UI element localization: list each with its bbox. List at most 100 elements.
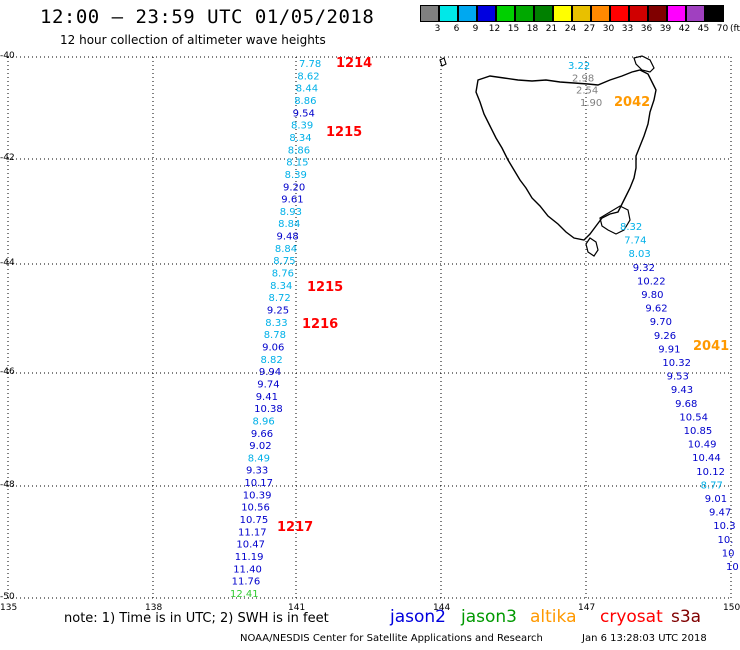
wave-height-west-track: 9.33 — [246, 466, 268, 477]
wave-height-west-track: 8.76 — [272, 269, 294, 280]
wave-height-east-track: 8.03 — [629, 249, 651, 260]
satellite-legend-jason3: jason3 — [461, 607, 517, 627]
wave-height-east-track: 10.85 — [684, 426, 713, 437]
wave-height-west-track: 8.49 — [248, 453, 270, 464]
satellite-legend-cryosat: cryosat — [600, 607, 663, 627]
wave-height-west-track: 8.78 — [264, 330, 286, 341]
wave-height-north-track: 1.90 — [580, 98, 602, 109]
latitude-label: -48 — [0, 480, 15, 490]
colorbar-unit: (ft) — [730, 24, 740, 34]
wave-height-west-track: 8.44 — [296, 84, 318, 95]
orbit-number: 1215 — [307, 280, 343, 295]
orbit-number: 2042 — [614, 95, 650, 110]
colorbar-label: 9 — [472, 24, 479, 34]
wave-height-east-track: 9.70 — [650, 317, 672, 328]
footnote: note: 1) Time is in UTC; 2) SWH is in fe… — [64, 611, 329, 626]
wave-height-west-track: 8.33 — [265, 318, 287, 329]
wave-height-west-track: 12.41 — [230, 589, 259, 600]
colorbar-label: 6 — [453, 24, 460, 34]
wave-height-east-track: 10. — [718, 535, 734, 546]
colorbar-swatch — [496, 5, 515, 22]
wave-height-west-track: 8.72 — [269, 293, 291, 304]
satellite-legend-s3a: s3a — [671, 607, 702, 627]
colorbar-label: 15 — [507, 24, 520, 34]
generated-timestamp: Jan 6 13:28:03 UTC 2018 — [582, 633, 707, 644]
wave-height-west-track: 10.75 — [240, 515, 269, 526]
latitude-label: -42 — [0, 153, 15, 163]
colorbar-label: 33 — [621, 24, 634, 34]
wave-height-west-track: 11.19 — [235, 552, 264, 563]
colorbar-swatch — [610, 5, 629, 22]
wave-height-east-track: 8.32 — [620, 222, 642, 233]
longitude-label: 141 — [288, 603, 306, 613]
wave-height-east-track: 10.32 — [662, 358, 691, 369]
wave-height-north-track: 3.22 — [568, 61, 590, 72]
latitude-label: -44 — [0, 258, 15, 268]
colorbar-label: 27 — [583, 24, 596, 34]
wave-height-west-track: 8.82 — [261, 355, 283, 366]
bruny-island-coast — [585, 237, 599, 257]
colorbar-label: 24 — [564, 24, 577, 34]
wave-height-west-track: 8.84 — [278, 219, 300, 230]
wave-height-west-track: 9.48 — [277, 232, 299, 243]
colorbar-swatch — [515, 5, 534, 22]
colorbar-swatch — [591, 5, 610, 22]
orbit-number: 1217 — [277, 520, 313, 535]
latitude-label: -40 — [0, 51, 15, 61]
colorbar-label: 21 — [545, 24, 558, 34]
wave-height-west-track: 8.93 — [280, 207, 302, 218]
wave-height-east-track: 10.22 — [637, 276, 666, 287]
longitude-label: 138 — [145, 603, 163, 613]
colorbar-label: 30 — [602, 24, 615, 34]
colorbar-label: 3 — [434, 24, 441, 34]
wave-height-west-track: 8.62 — [297, 71, 319, 82]
longitude-label: 135 — [0, 603, 18, 613]
wave-height-east-track: 9.68 — [675, 399, 697, 410]
tasmania-coastline — [475, 69, 657, 241]
colorbar-swatch — [629, 5, 648, 22]
credit-text: NOAA/NESDIS Center for Satellite Applica… — [240, 633, 543, 644]
wave-height-labels: 7.788.628.448.869.548.398.348.868.158.39… — [230, 56, 739, 600]
wave-height-west-track: 8.86 — [288, 145, 310, 156]
wave-height-west-track: 10.39 — [243, 490, 272, 501]
wave-height-east-track: 9.47 — [709, 508, 731, 519]
wave-height-west-track: 9.74 — [257, 380, 279, 391]
colorbar-label: 18 — [526, 24, 539, 34]
wave-height-east-track: 9.80 — [641, 290, 663, 301]
wave-height-east-track: 9.62 — [645, 304, 667, 315]
wave-height-east-track: 10 — [726, 562, 739, 573]
tasman-peninsula-coast — [599, 205, 631, 235]
colorbar-label: 36 — [640, 24, 653, 34]
orbit-number: 1215 — [326, 125, 362, 140]
colorbar-swatch — [534, 5, 553, 22]
wave-height-west-track: 9.54 — [293, 108, 315, 119]
wave-height-west-track: 9.02 — [249, 441, 271, 452]
wave-height-west-track: 8.34 — [270, 281, 292, 292]
longitude-label: 147 — [578, 603, 596, 613]
longitude-label: 150 — [723, 603, 740, 613]
wave-height-north-track: 2.54 — [576, 86, 598, 97]
colorbar-swatch — [648, 5, 667, 22]
wave-height-east-track: 8.77 — [701, 480, 723, 491]
wave-height-west-track: 9.41 — [256, 392, 278, 403]
colorbar-label: 70 — [716, 24, 729, 34]
wave-height-west-track: 11.76 — [232, 577, 261, 588]
wave-height-north-track: 2.98 — [572, 73, 594, 84]
colorbar-swatch — [667, 5, 686, 22]
wave-height-west-track: 8.96 — [253, 416, 275, 427]
colorbar-swatch — [439, 5, 458, 22]
wave-height-west-track: 8.75 — [273, 256, 295, 267]
wave-height-west-track: 8.86 — [294, 96, 316, 107]
wave-height-west-track: 10.56 — [241, 503, 270, 514]
wave-height-east-track: 7.74 — [624, 236, 646, 247]
colorbar-label: 42 — [678, 24, 691, 34]
orbit-number: 1216 — [302, 317, 338, 332]
wave-height-west-track: 10.38 — [254, 404, 283, 415]
wave-height-west-track: 9.20 — [283, 182, 305, 193]
wave-height-west-track: 8.39 — [291, 121, 313, 132]
wave-height-west-track: 8.84 — [275, 244, 297, 255]
satellite-legend-altika: altika — [530, 607, 577, 627]
colorbar-swatch — [420, 5, 439, 22]
latitude-label: -50 — [0, 592, 15, 602]
